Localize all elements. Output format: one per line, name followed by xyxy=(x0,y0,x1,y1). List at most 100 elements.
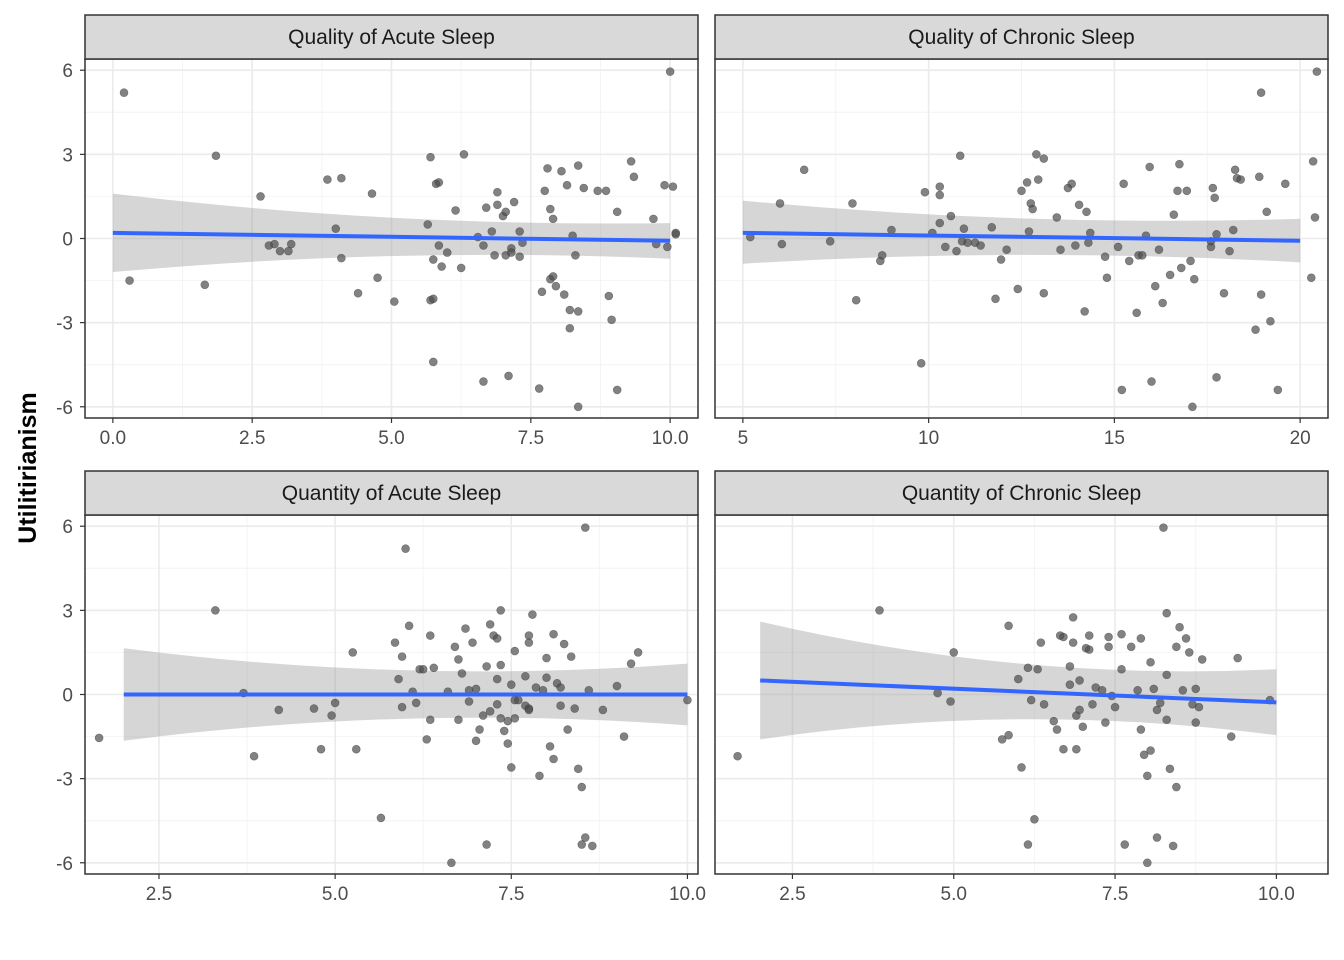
data-point xyxy=(454,655,463,664)
data-point xyxy=(330,698,340,708)
data-point xyxy=(1197,655,1207,664)
data-point xyxy=(394,674,403,684)
y-axis-label: Utilitirianism xyxy=(14,392,42,543)
data-point xyxy=(434,241,444,250)
data-point xyxy=(1101,718,1110,727)
data-point xyxy=(733,751,742,761)
data-point xyxy=(626,659,636,668)
data-point xyxy=(935,218,945,228)
facet-strip xyxy=(84,14,699,60)
data-point xyxy=(464,697,474,706)
data-point xyxy=(604,291,614,301)
data-point xyxy=(481,203,491,212)
data-point xyxy=(877,251,887,260)
data-point xyxy=(1104,642,1113,652)
data-point xyxy=(425,715,435,725)
data-point xyxy=(626,157,636,166)
data-point xyxy=(577,782,587,792)
data-point xyxy=(1175,622,1184,632)
data-point xyxy=(1143,771,1152,781)
data-point xyxy=(1080,307,1089,316)
data-point xyxy=(1150,281,1160,291)
facet-strip-title: Quality of Chronic Sleep xyxy=(908,26,1134,49)
data-point xyxy=(471,736,481,746)
data-point xyxy=(1256,290,1266,299)
data-point xyxy=(504,371,513,381)
data-point xyxy=(952,246,961,256)
data-point xyxy=(447,858,456,868)
data-point xyxy=(404,621,414,631)
data-point xyxy=(551,281,561,291)
data-point xyxy=(119,88,129,97)
data-point xyxy=(565,323,575,333)
data-point xyxy=(963,238,972,248)
data-point xyxy=(1074,200,1084,210)
data-point xyxy=(777,239,787,249)
data-point xyxy=(367,189,377,198)
facet-strip xyxy=(714,470,1329,516)
data-point xyxy=(1256,88,1266,97)
data-point xyxy=(1030,815,1039,824)
data-point xyxy=(275,246,285,256)
data-point xyxy=(1254,172,1264,182)
data-point xyxy=(619,732,629,741)
data-point xyxy=(442,248,452,257)
data-point xyxy=(1191,718,1201,727)
data-point xyxy=(612,385,622,395)
data-point xyxy=(549,754,558,764)
data-point xyxy=(397,702,407,712)
data-point xyxy=(935,190,945,200)
data-point xyxy=(510,714,520,723)
data-point xyxy=(1184,648,1194,657)
data-point xyxy=(1178,685,1188,695)
data-point xyxy=(487,227,497,236)
data-point xyxy=(887,225,896,235)
data-point xyxy=(1068,638,1078,647)
data-point xyxy=(1039,700,1049,709)
facet-panel-3: Quantity of Acute Sleep 2.5 5.0 7.5 10.0 -6 -3… xyxy=(56,470,706,905)
y-tick-label: 3 xyxy=(62,601,73,622)
data-point xyxy=(1013,284,1023,294)
data-point xyxy=(996,255,1006,264)
data-point xyxy=(331,224,341,233)
data-point xyxy=(563,725,572,734)
data-point xyxy=(468,638,477,647)
data-point xyxy=(492,700,502,709)
data-point xyxy=(125,276,134,285)
y-tick-label: 3 xyxy=(62,145,73,166)
data-point xyxy=(496,606,506,615)
data-point xyxy=(490,251,499,260)
data-point xyxy=(1068,613,1078,622)
x-tick-label: 5.0 xyxy=(322,884,348,905)
data-point xyxy=(598,705,608,715)
data-point xyxy=(492,634,502,643)
data-point xyxy=(1072,744,1081,754)
data-point xyxy=(593,186,602,196)
data-point xyxy=(309,704,319,713)
data-point xyxy=(549,629,558,639)
data-point xyxy=(1084,238,1093,248)
data-point xyxy=(1082,207,1091,217)
data-point xyxy=(1133,685,1142,695)
data-points xyxy=(733,523,1275,868)
data-point xyxy=(1165,764,1175,774)
data-point xyxy=(1071,241,1080,250)
data-point xyxy=(1143,858,1152,868)
data-point xyxy=(422,735,432,744)
data-point xyxy=(660,180,669,190)
data-point xyxy=(1149,684,1159,694)
data-point xyxy=(515,227,524,236)
y-tick-label: 6 xyxy=(62,517,73,538)
x-tick-label: 7.5 xyxy=(518,428,544,449)
data-point xyxy=(1117,664,1126,674)
data-point xyxy=(351,744,361,754)
data-point xyxy=(1228,225,1238,235)
data-point xyxy=(1002,245,1011,255)
data-point xyxy=(570,704,579,713)
data-point xyxy=(1186,256,1195,266)
x-tick-label: 10.0 xyxy=(1258,884,1295,905)
data-point xyxy=(959,224,969,233)
data-point xyxy=(629,172,639,182)
data-point xyxy=(825,237,835,246)
data-point xyxy=(501,207,511,217)
